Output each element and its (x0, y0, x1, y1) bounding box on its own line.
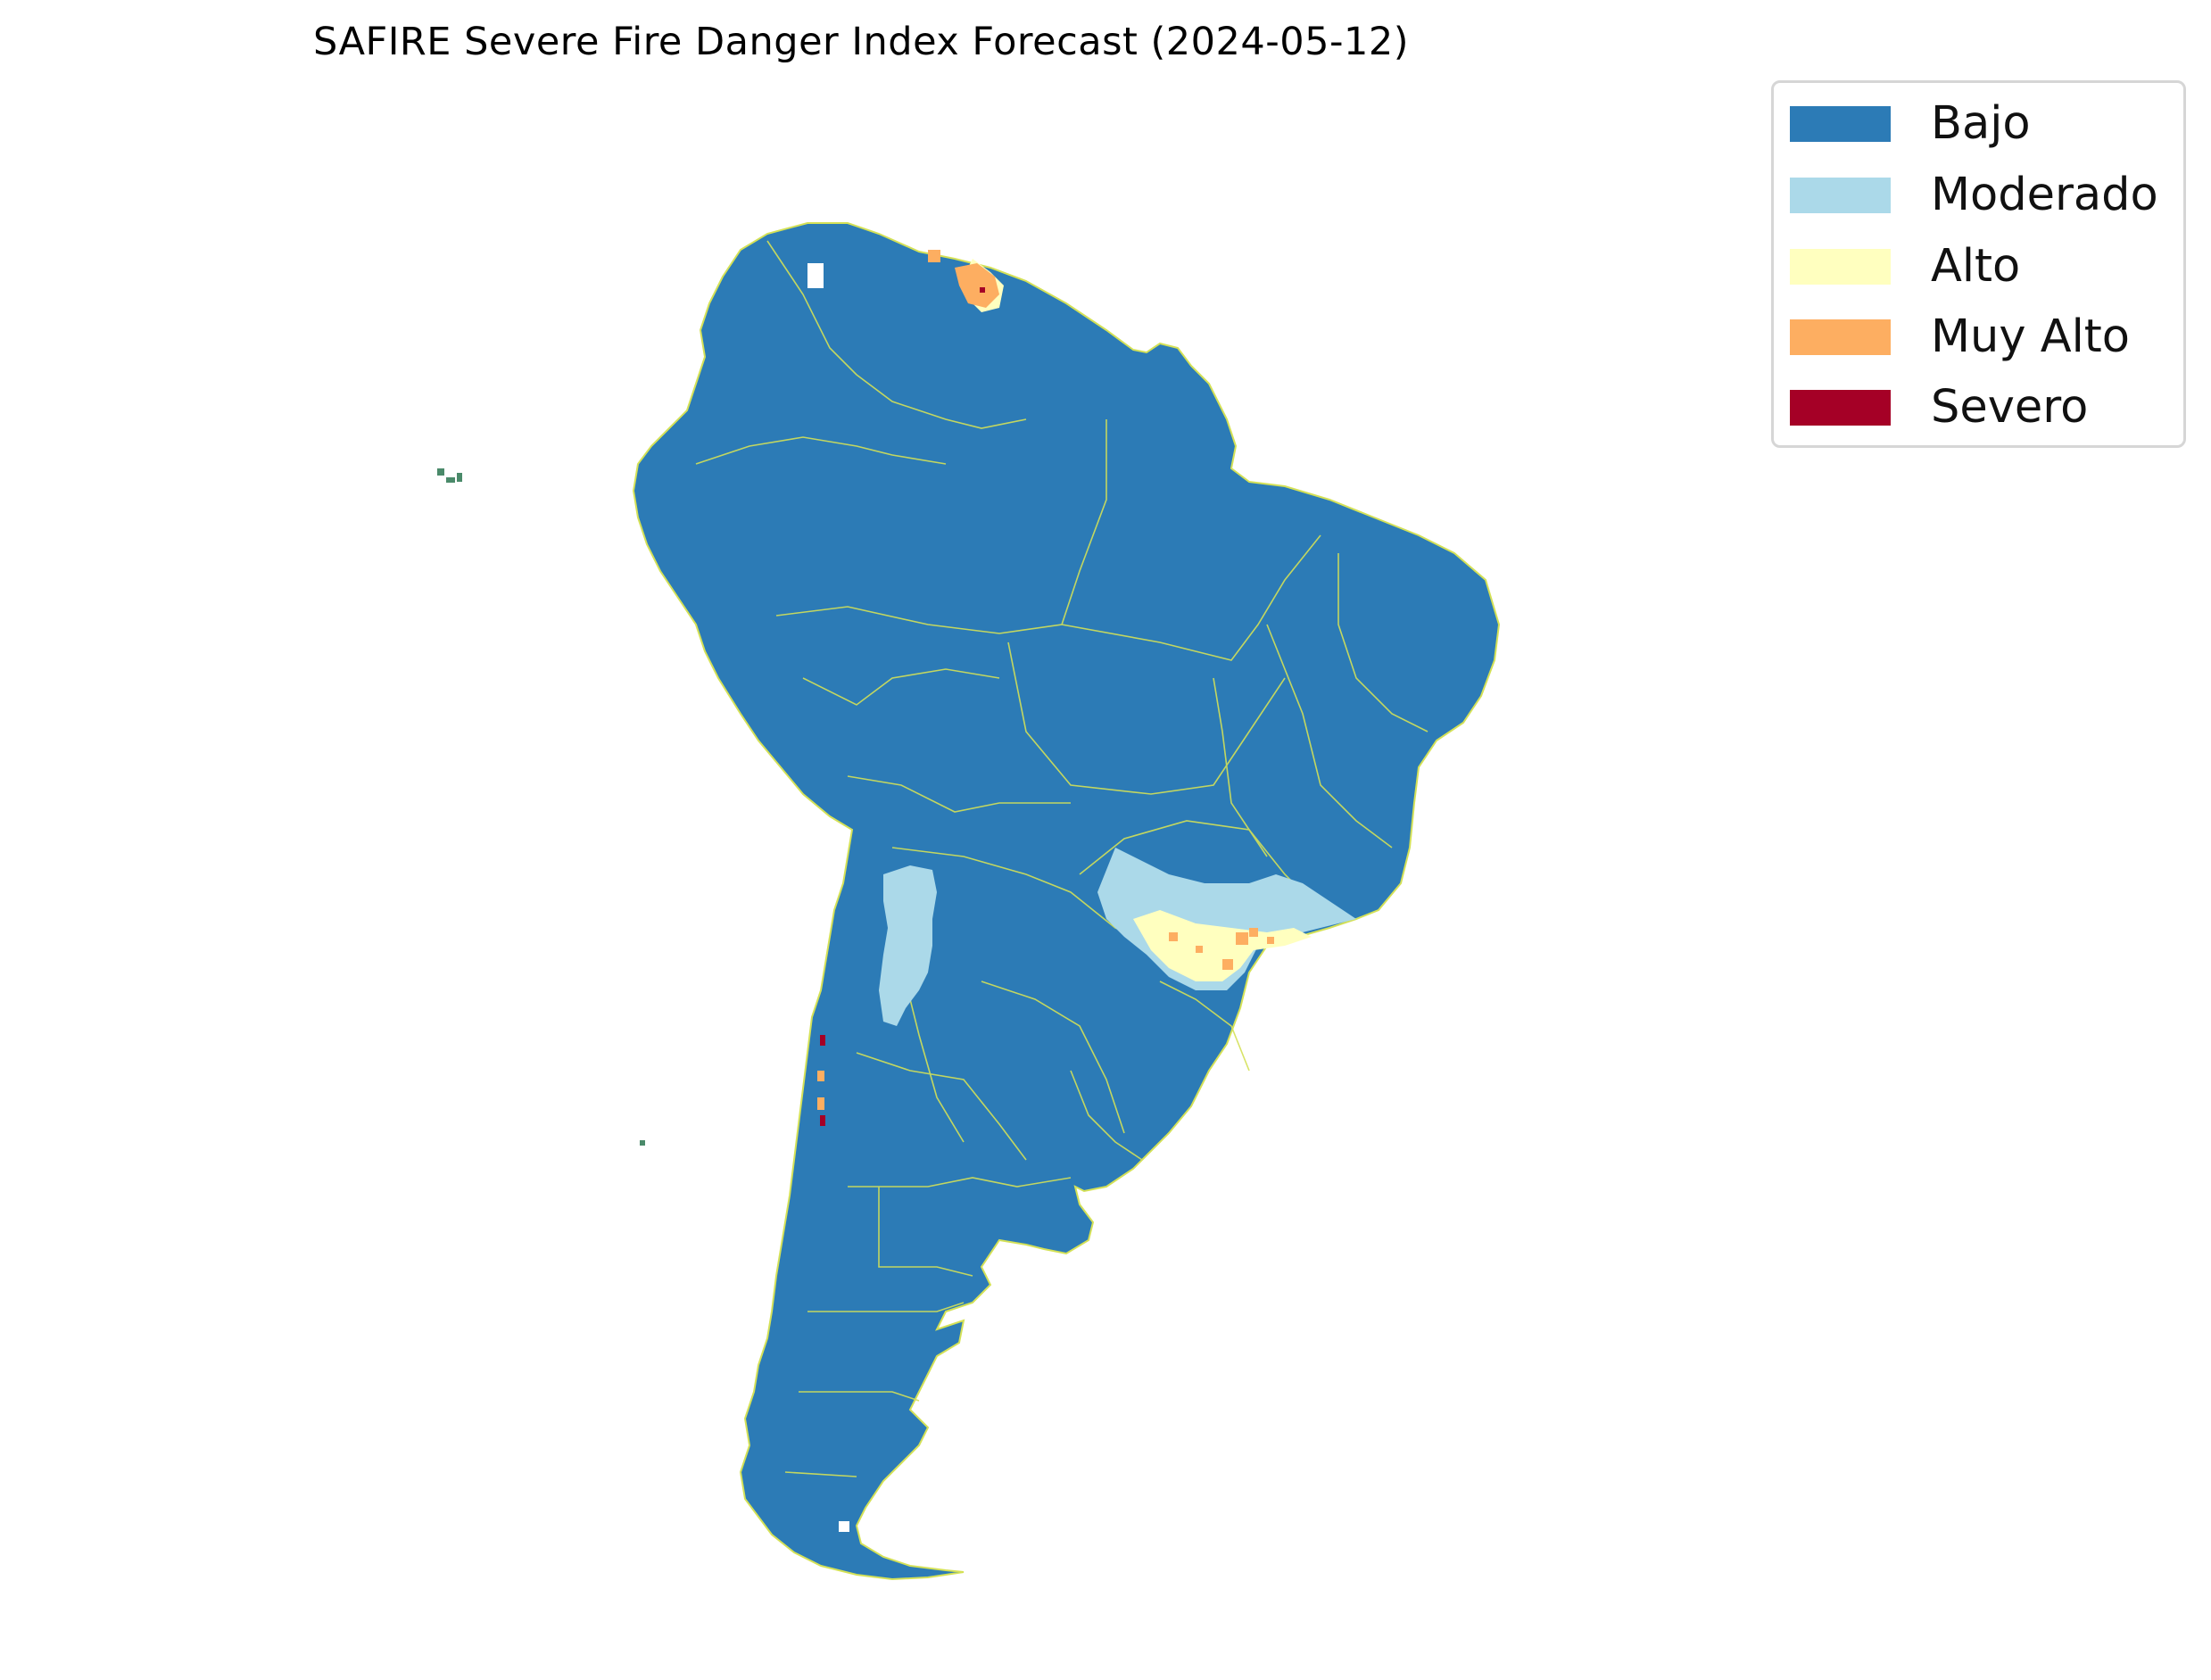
legend-swatch-muy-alto (1790, 319, 1891, 355)
admin-boundaries (695, 240, 1428, 1477)
legend-label-bajo: Bajo (1931, 97, 2031, 150)
legend-item-muy-alto: Muy Alto (1790, 310, 2182, 364)
island-speck (640, 1140, 645, 1146)
legend-item-bajo: Bajo (1790, 97, 2182, 151)
legend: Bajo Moderado Alto Muy Alto Severo (1771, 80, 2186, 448)
legend-swatch-alto (1790, 249, 1891, 285)
legend-label-muy-alto: Muy Alto (1931, 310, 2130, 363)
legend-label-severo: Severo (1931, 381, 2089, 434)
legend-label-moderado: Moderado (1931, 169, 2158, 221)
galapagos-islands (437, 468, 462, 483)
map-title: SAFIRE Severe Fire Danger Index Forecast… (313, 20, 1409, 64)
lakes (807, 263, 849, 1532)
legend-label-alto: Alto (1931, 240, 2021, 293)
legend-item-severo: Severo (1790, 381, 2182, 434)
legend-swatch-bajo (1790, 106, 1891, 142)
zone-severo (820, 287, 985, 1126)
legend-item-alto: Alto (1790, 240, 2182, 294)
legend-item-moderado: Moderado (1790, 169, 2182, 222)
south-america-landmass (632, 222, 1501, 1581)
legend-swatch-moderado (1790, 178, 1891, 213)
legend-swatch-severo (1790, 390, 1891, 426)
zone-muy-alto (817, 250, 1274, 1110)
